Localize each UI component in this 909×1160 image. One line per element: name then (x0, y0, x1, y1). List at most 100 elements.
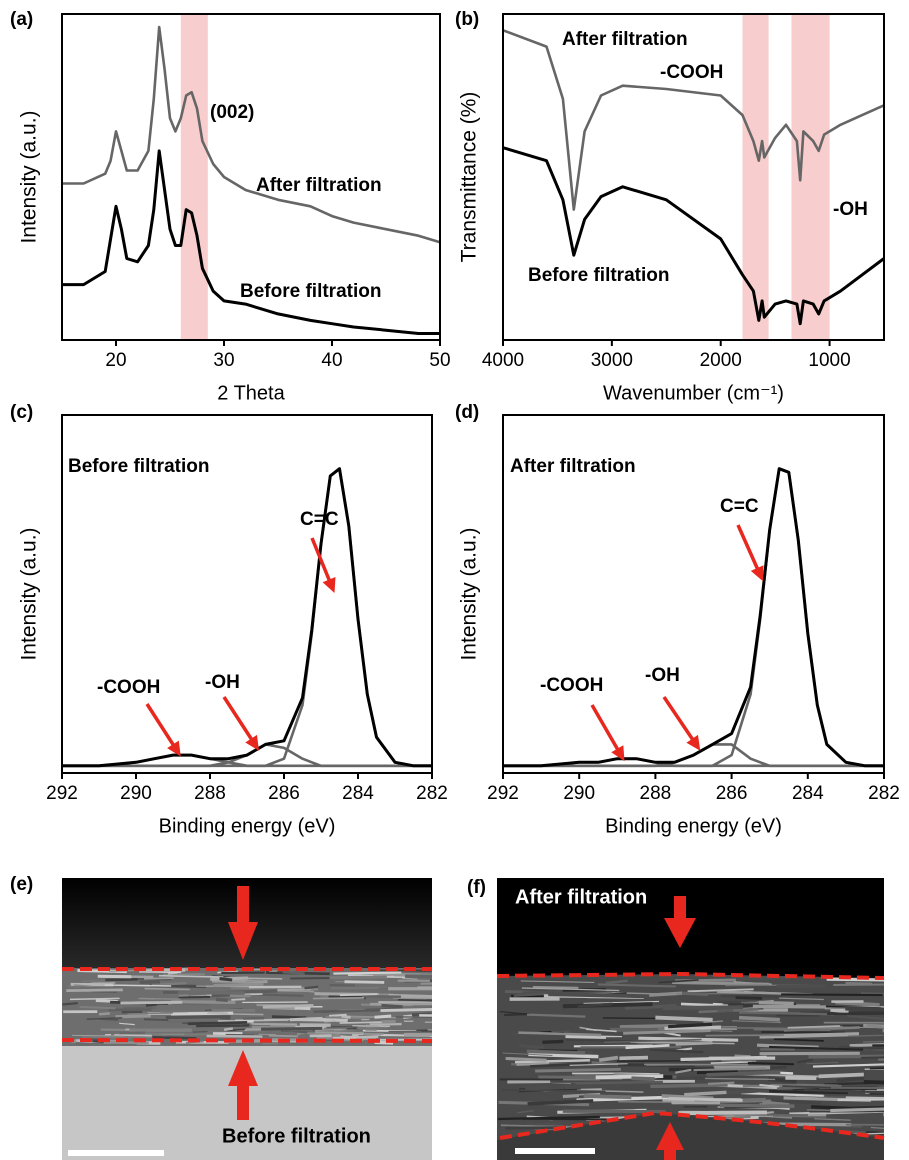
sem-texture (738, 1015, 780, 1022)
sem-texture (604, 1038, 702, 1044)
sem-texture (861, 1056, 884, 1059)
sem-texture (586, 1028, 617, 1033)
sem-texture (288, 1020, 297, 1024)
sem-texture (165, 1015, 231, 1020)
sem-texture (207, 1011, 228, 1015)
sem-texture (826, 977, 884, 982)
highlight-band (180, 14, 208, 340)
annotation-arrow (662, 696, 695, 741)
sem-texture (598, 1055, 619, 1062)
panel-label: (f) (467, 877, 486, 898)
sem-texture (672, 980, 769, 986)
sem-texture (859, 1011, 884, 1014)
sem-texture (420, 982, 432, 985)
sem-texture (143, 1018, 169, 1021)
sem-texture (661, 1094, 714, 1100)
data-line (503, 467, 884, 768)
sem-texture (740, 1091, 824, 1097)
sem-texture (625, 1043, 670, 1050)
sem-texture (173, 1003, 211, 1006)
sem-texture (575, 1080, 663, 1085)
sem-texture (595, 1074, 664, 1080)
sem-texture (293, 1030, 308, 1034)
sem-texture (830, 1007, 849, 1014)
x-axis-label: Binding energy (eV) (159, 815, 336, 837)
sem-texture (66, 988, 123, 993)
sem-texture (838, 1046, 884, 1050)
x-tick-label: 284 (792, 783, 824, 804)
y-axis-label: Transmittance (%) (458, 92, 481, 263)
annotation: After filtration (256, 175, 382, 196)
sem-texture (706, 1070, 781, 1077)
sem-texture (720, 1103, 795, 1108)
sem-texture (696, 1070, 738, 1075)
sem-texture (577, 1002, 613, 1008)
x-tick-label: 286 (716, 783, 748, 804)
annotation: -OH (833, 199, 868, 220)
annotation: Before filtration (528, 265, 669, 286)
sem-texture (75, 1041, 91, 1047)
sem-texture (262, 1004, 314, 1009)
arrow-head (228, 1050, 258, 1086)
sem-texture (212, 1031, 243, 1036)
x-axis-label: Wavenumber (cm⁻¹) (603, 382, 784, 404)
sem-texture (143, 977, 174, 980)
annotation: -COOH (660, 62, 723, 83)
sem-texture (739, 1011, 835, 1016)
annotation: Before filtration (240, 281, 381, 302)
sem-texture (514, 1059, 590, 1064)
sem-texture (655, 1015, 713, 1022)
arrow-shaft (664, 1148, 676, 1160)
sem-texture (104, 984, 172, 987)
sem-texture (371, 969, 432, 972)
sem-texture (223, 1027, 234, 1032)
x-tick-label: 50 (429, 350, 450, 371)
sem-texture (380, 1007, 432, 1012)
sem-texture (192, 1030, 208, 1033)
sem-texture (863, 1079, 884, 1085)
sem-texture (662, 1005, 744, 1011)
sem-texture (215, 997, 228, 1003)
sem-texture (623, 1029, 711, 1035)
sem-texture (837, 1098, 884, 1102)
annotation: (002) (210, 102, 254, 123)
sem-texture (158, 974, 224, 978)
y-axis-label: Intensity (a.u.) (18, 527, 41, 660)
sem-texture (761, 1031, 846, 1034)
sem-texture (105, 978, 138, 982)
x-tick-label: 290 (120, 783, 152, 804)
annotation: -COOH (540, 675, 603, 696)
sem-texture (869, 1067, 884, 1070)
sem-texture (658, 979, 699, 984)
arrow-shaft (237, 1084, 249, 1120)
plot-frame (502, 414, 885, 774)
sem-texture (650, 1083, 728, 1089)
sem-texture (753, 1028, 831, 1031)
sem-texture (206, 1034, 263, 1038)
sem-texture (782, 1085, 831, 1089)
sem-texture (846, 1014, 884, 1020)
sem-texture (720, 994, 783, 999)
boundary (499, 1110, 885, 1140)
boundary (496, 971, 885, 980)
sem-texture (526, 1122, 561, 1126)
data-line (62, 467, 432, 768)
sem-texture (597, 983, 676, 988)
x-tick-label: 1000 (808, 350, 850, 371)
sem-texture (520, 980, 595, 983)
sem-texture (879, 1057, 884, 1061)
sem-texture (526, 1049, 586, 1055)
sem-texture (542, 1039, 564, 1044)
sem-texture (684, 1090, 727, 1097)
sem-texture (196, 1024, 250, 1028)
data-line (62, 467, 432, 768)
x-tick-label: 284 (342, 783, 374, 804)
sem-texture (114, 1034, 152, 1037)
sem-texture (261, 1026, 323, 1031)
sem-texture (845, 1096, 884, 1099)
sem-texture (569, 1063, 628, 1066)
sem-texture (806, 1062, 839, 1065)
data-line (62, 149, 440, 335)
sem-texture (781, 993, 883, 997)
